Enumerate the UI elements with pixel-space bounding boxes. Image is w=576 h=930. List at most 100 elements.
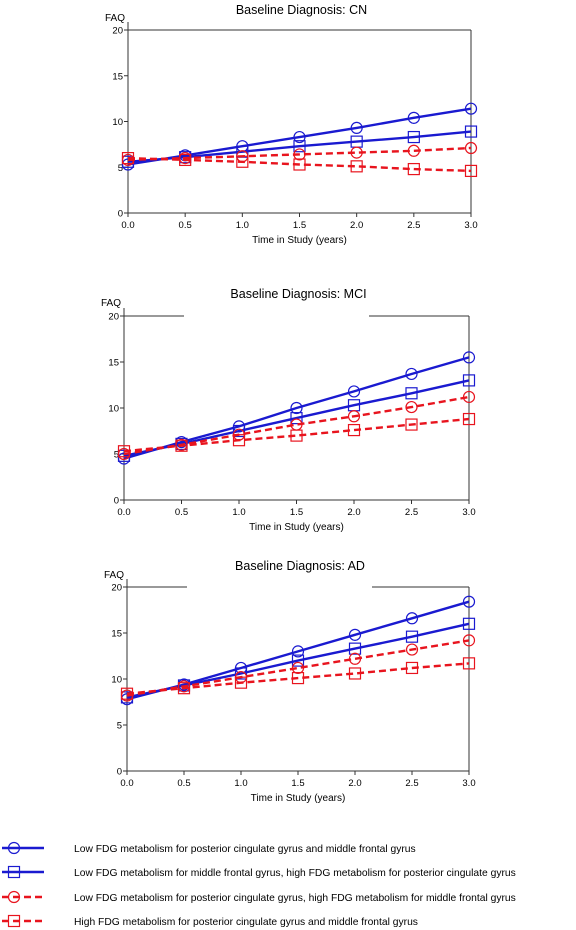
data-point bbox=[407, 162, 420, 176]
legend-item-1: Low FDG metabolism for posterior cingula… bbox=[2, 841, 416, 855]
legend-marker bbox=[7, 865, 21, 879]
series-3 bbox=[117, 390, 476, 461]
data-point bbox=[290, 401, 303, 415]
legend-label: Low FDG metabolism for posterior cingula… bbox=[74, 844, 416, 855]
legend-marker bbox=[7, 890, 21, 904]
data-point bbox=[464, 164, 478, 178]
data-point bbox=[405, 643, 419, 656]
x-tick-label: 1.5 bbox=[293, 220, 306, 231]
data-point bbox=[462, 657, 476, 670]
series-2 bbox=[121, 125, 478, 168]
data-point bbox=[290, 429, 303, 442]
data-point bbox=[405, 612, 419, 625]
x-tick-label: 0.5 bbox=[175, 507, 188, 518]
data-point bbox=[234, 667, 248, 680]
data-point bbox=[293, 140, 306, 153]
data-point bbox=[350, 160, 363, 173]
y-tick-label: 15 bbox=[111, 629, 122, 640]
chart-ad: Baseline Diagnosis: AD FAQ Time in Study (… bbox=[104, 559, 476, 804]
legend-item-4: High FDG metabolism for posterior cingul… bbox=[2, 914, 418, 928]
data-point bbox=[464, 141, 478, 155]
data-point bbox=[462, 595, 476, 608]
legend: Low FDG metabolism for posterior cingula… bbox=[2, 841, 516, 928]
series-line bbox=[123, 356, 470, 460]
y-axis-label: FAQ bbox=[105, 13, 125, 24]
data-point bbox=[462, 351, 476, 364]
data-point bbox=[407, 130, 420, 144]
chart-mci: Baseline Diagnosis: MCI FAQ Time in Study … bbox=[101, 287, 476, 533]
data-point bbox=[462, 390, 476, 404]
legend-item-3: Low FDG metabolism for posterior cingula… bbox=[2, 890, 516, 904]
data-point bbox=[121, 152, 135, 165]
data-point bbox=[462, 412, 476, 426]
y-tick-label: 0 bbox=[118, 209, 123, 220]
series-line bbox=[126, 662, 470, 695]
data-point bbox=[291, 661, 305, 675]
series-line bbox=[127, 146, 472, 162]
x-tick-label: 3.0 bbox=[462, 507, 475, 518]
x-tick-label: 0.0 bbox=[117, 507, 130, 518]
data-point bbox=[405, 630, 419, 643]
data-point bbox=[290, 412, 303, 425]
series-line bbox=[127, 107, 472, 166]
data-point bbox=[407, 144, 420, 157]
x-tick-label: 2.5 bbox=[405, 507, 418, 518]
data-point bbox=[348, 667, 362, 680]
data-point bbox=[462, 617, 476, 630]
y-tick-label: 10 bbox=[111, 675, 122, 686]
x-tick-label: 0.5 bbox=[177, 778, 190, 789]
data-point bbox=[293, 148, 306, 161]
data-point bbox=[348, 652, 362, 665]
legend-marker bbox=[7, 841, 21, 855]
x-tick-label: 2.5 bbox=[405, 778, 418, 789]
data-point bbox=[347, 410, 361, 423]
y-tick-label: 5 bbox=[118, 163, 123, 174]
data-point bbox=[405, 367, 418, 381]
data-point bbox=[293, 158, 306, 171]
data-point bbox=[291, 654, 305, 667]
data-point bbox=[462, 374, 476, 387]
x-tick-label: 1.5 bbox=[290, 507, 303, 518]
series-line bbox=[126, 639, 470, 697]
series-line bbox=[127, 156, 472, 173]
x-tick-label: 2.0 bbox=[347, 507, 360, 518]
data-point bbox=[405, 418, 418, 431]
data-point bbox=[177, 682, 191, 695]
y-tick-label: 0 bbox=[114, 496, 119, 507]
data-point bbox=[347, 385, 361, 398]
series-line bbox=[123, 417, 470, 453]
data-point bbox=[236, 155, 249, 168]
data-point bbox=[175, 439, 188, 452]
y-tick-label: 5 bbox=[117, 721, 122, 732]
x-tick-label: 2.0 bbox=[348, 778, 361, 789]
chart-title: Baseline Diagnosis: MCI bbox=[230, 287, 366, 301]
data-point bbox=[348, 642, 362, 655]
data-point bbox=[405, 661, 419, 675]
y-tick-label: 15 bbox=[112, 71, 123, 82]
data-point bbox=[405, 400, 418, 414]
chart-title: Baseline Diagnosis: CN bbox=[236, 3, 367, 17]
chart-title: Baseline Diagnosis: AD bbox=[235, 559, 365, 573]
x-tick-label: 1.0 bbox=[236, 220, 249, 231]
data-point bbox=[464, 125, 478, 138]
y-axis-label: FAQ bbox=[101, 298, 121, 309]
y-tick-label: 20 bbox=[108, 312, 119, 323]
series-3 bbox=[120, 634, 476, 702]
y-axis-label: FAQ bbox=[104, 570, 124, 581]
data-point bbox=[350, 146, 363, 159]
data-point bbox=[464, 102, 478, 115]
data-point bbox=[232, 424, 246, 438]
data-point bbox=[407, 111, 420, 124]
y-tick-label: 20 bbox=[112, 26, 123, 37]
data-point bbox=[350, 121, 363, 135]
y-tick-label: 5 bbox=[114, 450, 119, 461]
data-point bbox=[348, 628, 362, 641]
legend-label: Low FDG metabolism for posterior cingula… bbox=[74, 893, 516, 904]
y-tick-label: 0 bbox=[117, 767, 122, 778]
x-axis-label: Time in Study (years) bbox=[249, 522, 344, 533]
legend-label: Low FDG metabolism for middle frontal gy… bbox=[74, 868, 516, 879]
data-point bbox=[117, 445, 131, 458]
series-1 bbox=[117, 351, 476, 465]
series-2 bbox=[117, 374, 476, 462]
